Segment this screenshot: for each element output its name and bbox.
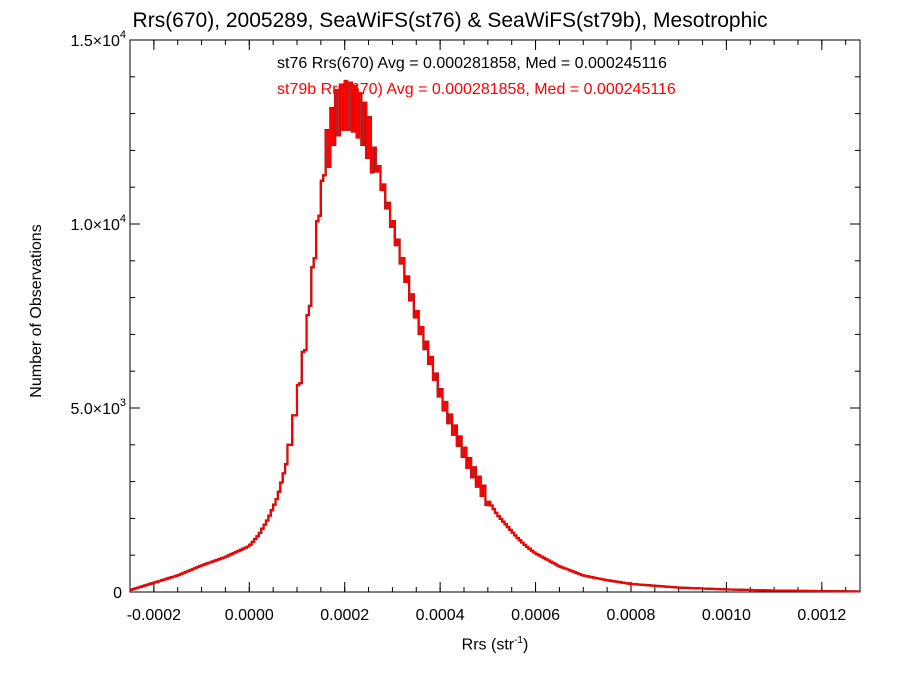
- x-axis-label-main: Rrs (str: [461, 636, 515, 654]
- y-axis-label: Number of Observations: [28, 224, 45, 398]
- y-tick-label-3: 1.5×104: [70, 29, 126, 50]
- x-tick-label-3: 0.0004: [416, 607, 465, 624]
- plot-axes: [129, 39, 861, 593]
- x-tick-label-7: 0.0012: [797, 607, 846, 624]
- series-st79b-line: [130, 79, 860, 593]
- x-tick-label-2: 0.0002: [320, 607, 369, 624]
- histogram-series: [130, 79, 860, 593]
- x-axis-label-sup: -1: [514, 635, 523, 646]
- y-axis-ticks: 0 5.0×103 1.0×104 1.5×104: [70, 29, 860, 602]
- x-axis-label: Rrs (str-1): [0, 635, 900, 654]
- y-tick-label-1: 5.0×103: [70, 397, 126, 418]
- x-axis-label-end: ): [523, 636, 529, 654]
- annotation-st79b: st79b Rrs(670) Avg = 0.000281858, Med = …: [277, 81, 676, 98]
- x-tick-label-1: 0.0000: [225, 607, 274, 624]
- y-tick-label-2: 1.0×104: [70, 213, 126, 234]
- annotation-st76: st76 Rrs(670) Avg = 0.000281858, Med = 0…: [277, 55, 667, 72]
- chart-title: Rrs(670), 2005289, SeaWiFS(st76) & SeaWi…: [132, 9, 768, 32]
- plot-frame: [129, 39, 861, 593]
- x-tick-label-5: 0.0008: [607, 607, 656, 624]
- series-st76-line: [130, 79, 860, 593]
- x-tick-label-4: 0.0006: [511, 607, 560, 624]
- x-axis-ticks: -0.0002 0.0000 0.0002 0.0004 0.0006 0.0008 0.0…: [127, 40, 846, 624]
- x-tick-label-0: -0.0002: [127, 607, 181, 624]
- y-tick-label-0: 0: [113, 585, 122, 602]
- x-tick-label-6: 0.0010: [702, 607, 751, 624]
